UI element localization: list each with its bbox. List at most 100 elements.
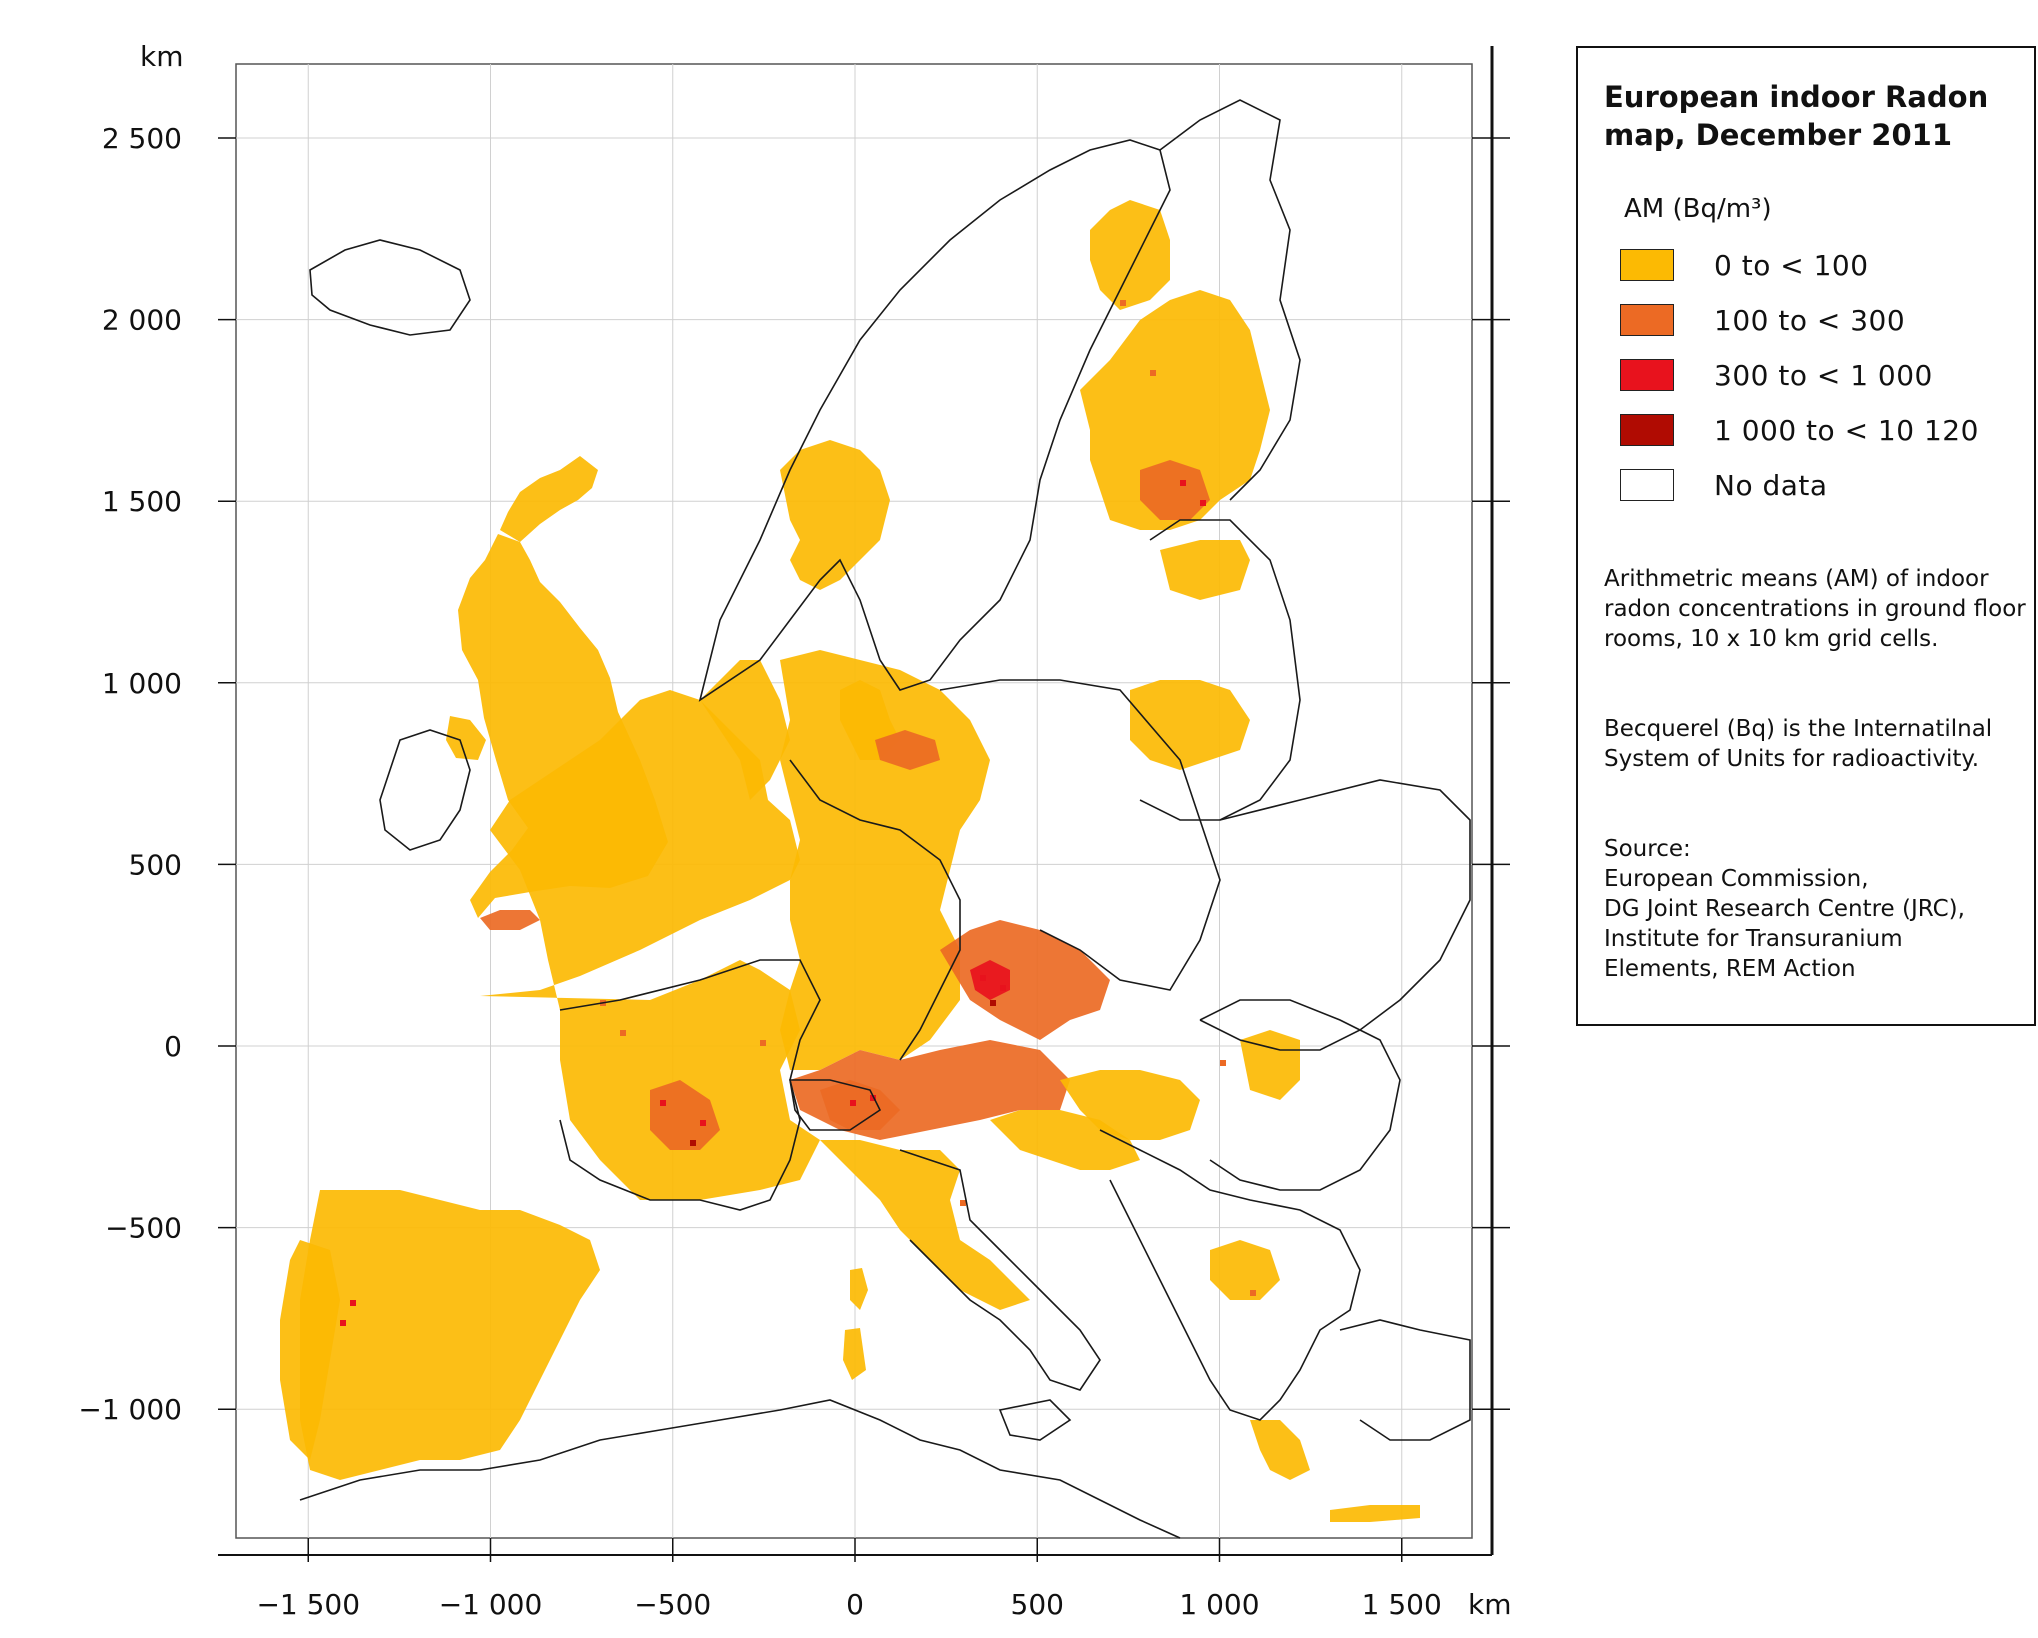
- alps-fill: [820, 1080, 900, 1130]
- benelux-fill: [700, 660, 790, 800]
- italy-outline: [899, 1149, 1101, 1391]
- y-tick-label: −500: [105, 1212, 182, 1245]
- north-africa-outline: [299, 1399, 1181, 1539]
- radon-grid-cell: [690, 1140, 696, 1146]
- radon-grid-cell: [870, 1095, 876, 1101]
- x-tick-label: 1 500: [1362, 1588, 1442, 1621]
- finland-fill: [1080, 290, 1270, 530]
- switzerland-outline: [789, 1079, 882, 1131]
- radon-grid-cell: [1180, 480, 1186, 486]
- legend-item-label: 1 000 to < 10 120: [1714, 413, 1979, 447]
- legend-title: European indoor Radon map, December 2011: [1604, 80, 1989, 152]
- x-tick-label: 0: [846, 1588, 864, 1621]
- radon-grid-cell: [850, 1100, 856, 1106]
- radon-grid-cell: [1120, 300, 1126, 306]
- france-outline: [559, 959, 821, 1211]
- radon-grid-cell: [350, 1300, 356, 1306]
- legend-swatch: [1620, 469, 1674, 501]
- y-tick-label: 0: [164, 1030, 182, 1063]
- slovakia-hungary-fill: [1060, 1070, 1200, 1140]
- portugal-fill: [280, 1240, 340, 1460]
- radon-grid-cell: [760, 1040, 766, 1046]
- legend-heading: AM (Bq/m³): [1624, 194, 1772, 224]
- sicily-outline: [998, 1399, 1072, 1441]
- legend-item-label: 300 to < 1 000: [1714, 358, 1933, 392]
- legend-swatch: [1620, 249, 1674, 281]
- baltic-outline: [1139, 519, 1301, 821]
- y-tick-label: 2 000: [102, 304, 182, 337]
- czechia-fill: [940, 920, 1110, 1040]
- x-tick-label: 500: [1011, 1588, 1064, 1621]
- legend-swatch: [1620, 414, 1674, 446]
- danish-islands-fill: [875, 730, 940, 770]
- legend-item-label: No data: [1714, 468, 1828, 502]
- legend-source: Source: European Commission, DG Joint Re…: [1604, 834, 2029, 984]
- balkans-outline: [1099, 1129, 1361, 1421]
- northern-ireland-fill: [446, 716, 486, 760]
- greece-fill: [1250, 1420, 1310, 1480]
- legend-item-no-data: No data: [1620, 468, 1828, 502]
- estonia-fill: [1160, 540, 1250, 600]
- poland-outline: [939, 679, 1221, 991]
- x-tick-label: −1 500: [256, 1588, 360, 1621]
- radon-grid-cell: [1000, 985, 1006, 991]
- x-axis-unit: km: [1468, 1588, 1512, 1621]
- southern-norway-fill: [780, 440, 890, 590]
- country-borders: [299, 99, 1471, 1539]
- scotland-fill: [500, 456, 598, 542]
- legend-swatch: [1620, 359, 1674, 391]
- legend-source-line: Elements, REM Action: [1604, 956, 1856, 982]
- ireland-outline: [379, 729, 471, 851]
- radon-grid-cell: [990, 1000, 996, 1006]
- legend-swatch: [1620, 304, 1674, 336]
- legend-item-label: 0 to < 100: [1714, 248, 1869, 282]
- radon-grid-cell: [1250, 1290, 1256, 1296]
- cornwall-fill: [480, 910, 540, 930]
- radon-grid-cell: [960, 1200, 966, 1206]
- y-axis-unit: km: [140, 40, 184, 73]
- legend-item-class-1: 100 to < 300: [1620, 303, 1905, 337]
- legend-units-note: Becquerel (Bq) is the Internatilnal Syst…: [1604, 716, 1993, 772]
- radon-grid-cell: [980, 975, 986, 981]
- legend-source-line: European Commission,: [1604, 866, 1869, 892]
- radon-grid-cell: [1200, 500, 1206, 506]
- y-tick-label: −1 000: [78, 1393, 182, 1426]
- finland-south-fill: [1140, 460, 1210, 520]
- legend-source-line: DG Joint Research Centre (JRC),: [1604, 896, 1965, 922]
- northern-finland-fill: [1090, 200, 1170, 310]
- crete-fill: [1330, 1505, 1420, 1522]
- legend-item-class-3: 1 000 to < 10 120: [1620, 413, 1979, 447]
- legend-item-class-0: 0 to < 100: [1620, 248, 1869, 282]
- y-tick-label: 500: [129, 848, 182, 881]
- legend-description: Arithmetric means (AM) of indoor radon c…: [1604, 566, 2026, 652]
- radon-map: 2 500 2 000 1 500 1 000 500 0 −500 −1 000 −1 500…: [78, 40, 1512, 1621]
- x-tick-label: 1 000: [1179, 1588, 1259, 1621]
- radon-fill-layer: [280, 200, 1420, 1522]
- radon-grid-cell: [660, 1100, 666, 1106]
- belarus-ukraine-outline: [1199, 779, 1471, 1051]
- x-tick-label: −500: [634, 1588, 711, 1621]
- legend-item-label: 100 to < 300: [1714, 303, 1906, 337]
- radon-grid-cell: [340, 1320, 346, 1326]
- norway-sweden-outline: [698, 139, 1171, 702]
- turkey-outline: [1339, 1319, 1471, 1441]
- y-tick-label: 1 000: [102, 667, 182, 700]
- y-tick-label: 1 500: [102, 485, 182, 518]
- italy-fill: [820, 1140, 1030, 1310]
- radon-grid-cell: [1220, 1060, 1226, 1066]
- iceland-outline: [309, 239, 471, 336]
- france-fill: [480, 690, 820, 1200]
- corsica-fill: [850, 1268, 868, 1310]
- bulgaria-fill: [1210, 1240, 1280, 1300]
- x-tick-label: −1 000: [439, 1588, 543, 1621]
- lithuania-fill: [1130, 680, 1250, 770]
- massif-central-fill: [650, 1080, 720, 1150]
- germany-outline: [789, 759, 961, 1061]
- finland-russia-border: [1159, 99, 1301, 501]
- radon-grid-cell: [1150, 370, 1156, 376]
- axis-ticks: 2 500 2 000 1 500 1 000 500 0 −500 −1 000 −1 500…: [78, 122, 1510, 1621]
- spain-fill: [300, 1190, 600, 1480]
- legend-source-line: Institute for Transuranium: [1604, 926, 1903, 952]
- radon-grid-cell: [700, 1120, 706, 1126]
- sardinia-fill: [843, 1328, 866, 1380]
